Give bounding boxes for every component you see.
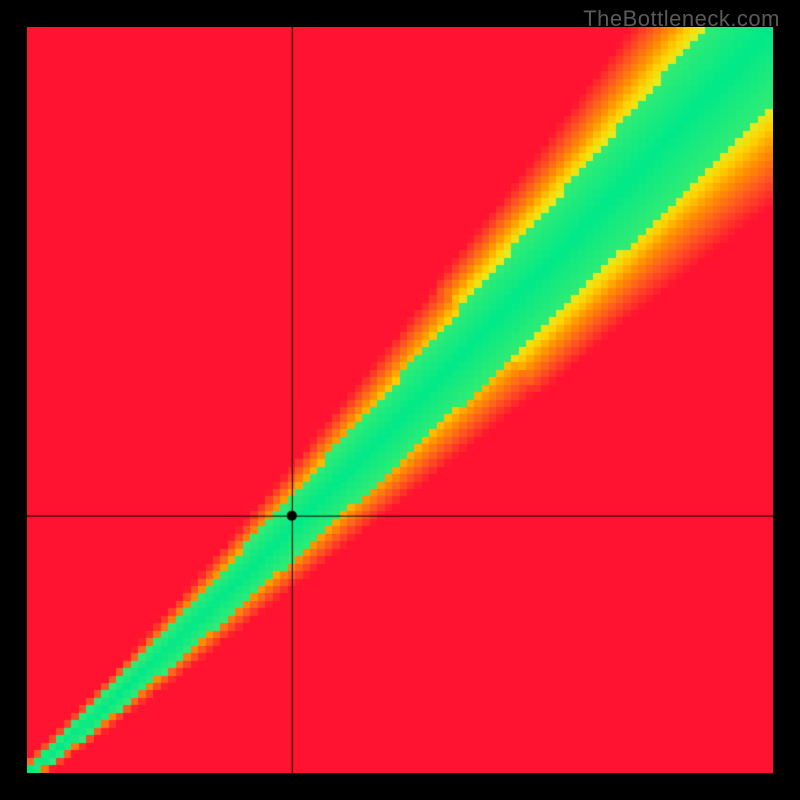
heatmap-canvas [27,27,773,773]
heatmap-plot [27,27,773,773]
watermark-text: TheBottleneck.com [583,6,780,32]
chart-container: TheBottleneck.com [0,0,800,800]
